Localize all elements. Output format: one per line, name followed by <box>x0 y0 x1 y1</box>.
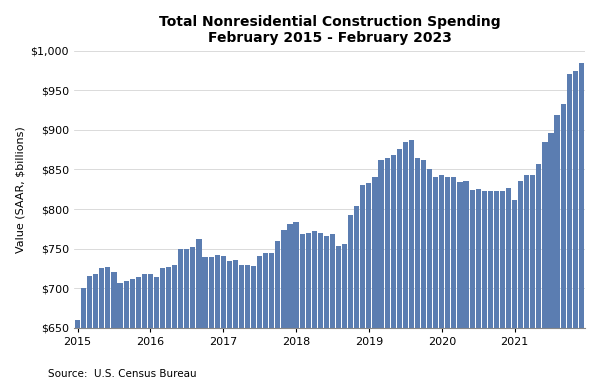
Bar <box>233 260 238 381</box>
Bar <box>312 231 317 381</box>
Bar <box>227 261 232 381</box>
Bar <box>573 71 578 381</box>
Bar <box>330 234 335 381</box>
Bar <box>136 277 141 381</box>
Bar <box>305 233 311 381</box>
Bar <box>154 277 159 381</box>
Bar <box>463 181 469 381</box>
Text: Source:  U.S. Census Bureau: Source: U.S. Census Bureau <box>48 369 197 379</box>
Bar <box>81 288 86 381</box>
Bar <box>488 191 493 381</box>
Bar <box>354 206 359 381</box>
Bar <box>112 272 116 381</box>
Bar <box>457 182 463 381</box>
Bar <box>415 157 420 381</box>
Y-axis label: Value (SAAR, $billions): Value (SAAR, $billions) <box>15 126 25 253</box>
Bar <box>397 149 402 381</box>
Bar <box>518 181 523 381</box>
Bar <box>391 155 396 381</box>
Bar <box>476 189 481 381</box>
Bar <box>494 191 499 381</box>
Bar <box>281 231 287 381</box>
Bar <box>421 160 426 381</box>
Bar <box>409 140 414 381</box>
Title: Total Nonresidential Construction Spending
February 2015 - February 2023: Total Nonresidential Construction Spendi… <box>158 15 500 45</box>
Bar <box>178 250 184 381</box>
Bar <box>87 276 92 381</box>
Bar <box>269 253 274 381</box>
Bar <box>118 283 122 381</box>
Bar <box>482 191 487 381</box>
Bar <box>142 274 147 381</box>
Bar <box>451 177 457 381</box>
Bar <box>524 175 529 381</box>
Bar <box>263 253 268 381</box>
Bar <box>184 249 190 381</box>
Bar <box>530 175 535 381</box>
Bar <box>548 133 554 381</box>
Bar <box>579 63 584 381</box>
Bar <box>445 177 451 381</box>
Bar <box>160 268 165 381</box>
Bar <box>148 274 153 381</box>
Bar <box>439 175 445 381</box>
Bar <box>75 320 80 381</box>
Bar <box>470 190 475 381</box>
Bar <box>554 115 560 381</box>
Bar <box>379 160 383 381</box>
Bar <box>512 200 517 381</box>
Bar <box>93 274 98 381</box>
Bar <box>99 269 104 381</box>
Bar <box>209 256 214 381</box>
Bar <box>318 233 323 381</box>
Bar <box>542 142 548 381</box>
Bar <box>251 266 256 381</box>
Bar <box>196 239 202 381</box>
Bar <box>202 258 208 381</box>
Bar <box>566 74 572 381</box>
Bar <box>427 169 432 381</box>
Bar <box>130 279 135 381</box>
Bar <box>299 234 305 381</box>
Bar <box>245 264 250 381</box>
Bar <box>403 142 408 381</box>
Bar <box>506 189 511 381</box>
Bar <box>433 177 438 381</box>
Bar <box>257 256 262 381</box>
Bar <box>172 264 177 381</box>
Bar <box>360 185 365 381</box>
Bar <box>348 215 353 381</box>
Bar <box>221 256 226 381</box>
Bar <box>124 281 128 381</box>
Bar <box>560 104 566 381</box>
Bar <box>275 241 280 381</box>
Bar <box>342 244 347 381</box>
Bar <box>293 222 299 381</box>
Bar <box>324 236 329 381</box>
Bar <box>336 246 341 381</box>
Bar <box>106 267 110 381</box>
Bar <box>500 191 505 381</box>
Bar <box>287 224 293 381</box>
Bar <box>166 267 171 381</box>
Bar <box>385 158 390 381</box>
Bar <box>367 183 371 381</box>
Bar <box>239 265 244 381</box>
Bar <box>215 255 220 381</box>
Bar <box>373 176 377 381</box>
Bar <box>536 164 541 381</box>
Bar <box>190 247 196 381</box>
